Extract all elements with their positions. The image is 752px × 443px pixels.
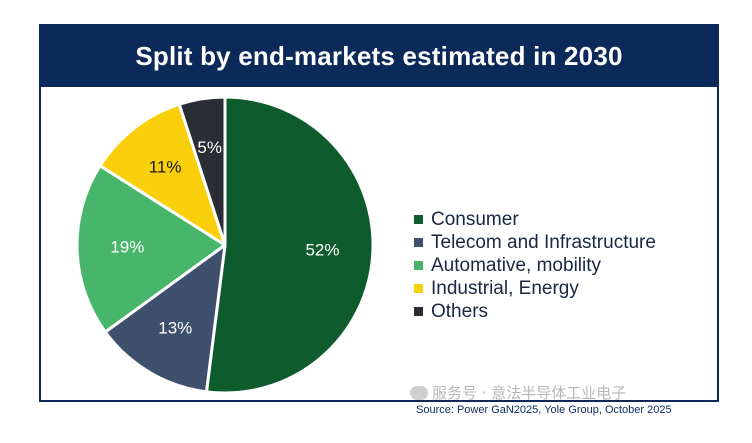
legend-item-3: Industrial, Energy bbox=[414, 277, 656, 300]
slice-label-3: 11% bbox=[149, 157, 182, 176]
legend-item-2: Automative, mobility bbox=[414, 254, 656, 277]
slice-label-1: 13% bbox=[158, 319, 192, 338]
chart-title: Split by end-markets estimated in 2030 bbox=[135, 41, 623, 71]
pie-slice-1 bbox=[103, 243, 227, 394]
legend-label-4: Others bbox=[431, 300, 489, 322]
legend-item-0: Consumer bbox=[414, 208, 656, 231]
pie-slice-0 bbox=[204, 95, 375, 395]
legend-swatch-2 bbox=[414, 261, 423, 270]
title-bar: Split by end-markets estimated in 2030 bbox=[41, 26, 717, 87]
legend-swatch-4 bbox=[414, 307, 423, 316]
legend-item-4: Others bbox=[414, 300, 656, 323]
legend-label-0: Consumer bbox=[431, 208, 519, 230]
slice-label-4: 5% bbox=[197, 138, 222, 157]
watermark-text: 服务号 · 意法半导体工业电子 bbox=[432, 384, 627, 402]
pie-slice-2 bbox=[75, 164, 227, 334]
legend-swatch-3 bbox=[414, 284, 423, 293]
pie-slice-3 bbox=[98, 102, 227, 247]
slice-label-2: 19% bbox=[110, 238, 144, 257]
legend: Consumer Telecom and Infrastructure Automa… bbox=[414, 208, 656, 323]
legend-swatch-0 bbox=[414, 215, 423, 224]
legend-swatch-1 bbox=[414, 238, 423, 247]
slice-label-0: 52% bbox=[305, 241, 339, 260]
legend-label-1: Telecom and Infrastructure bbox=[431, 231, 656, 253]
source-note: Source: Power GaN2025, Yole Group, Octob… bbox=[416, 404, 672, 416]
watermark: 服务号 · 意法半导体工业电子 bbox=[410, 382, 626, 403]
legend-label-3: Industrial, Energy bbox=[431, 277, 579, 299]
legend-label-2: Automative, mobility bbox=[431, 254, 602, 276]
legend-item-1: Telecom and Infrastructure bbox=[414, 231, 656, 254]
wechat-icon bbox=[410, 386, 428, 400]
pie-slice-4 bbox=[177, 95, 227, 247]
